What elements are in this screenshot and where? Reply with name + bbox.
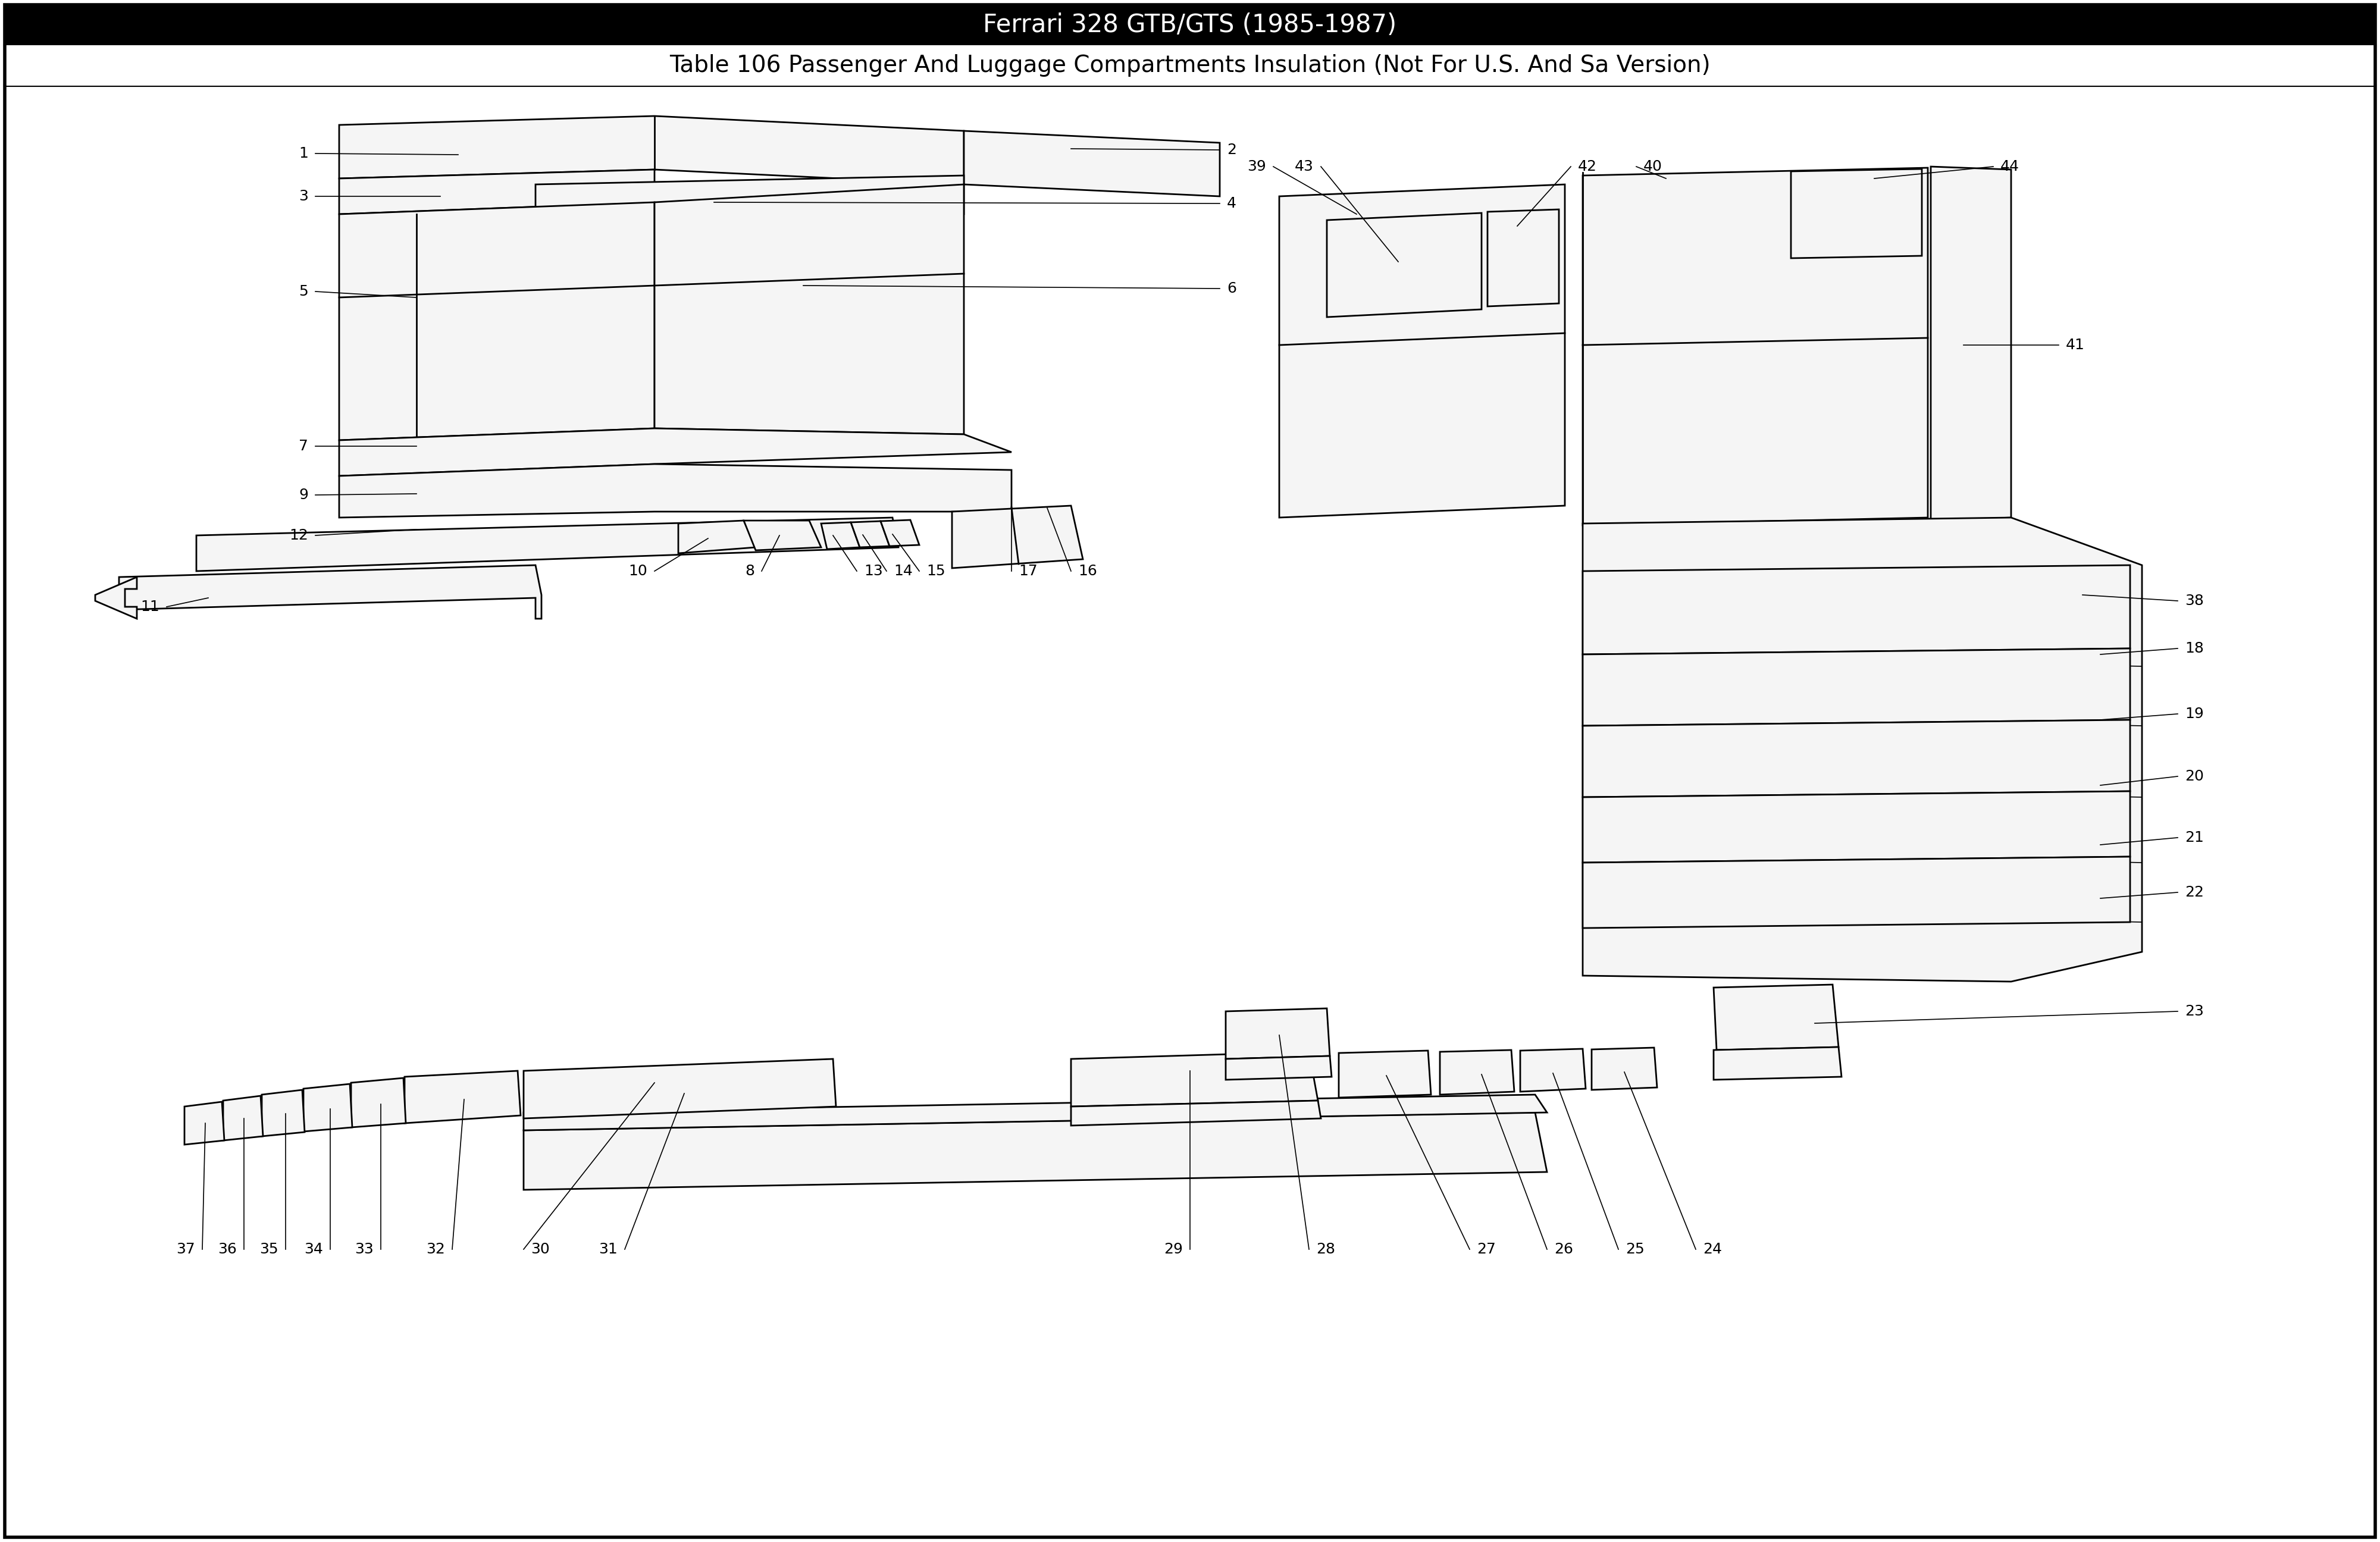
Polygon shape — [852, 521, 890, 547]
Polygon shape — [224, 1096, 262, 1141]
Text: 11: 11 — [140, 600, 159, 614]
Text: 28: 28 — [1316, 1243, 1335, 1257]
Text: 2: 2 — [1228, 143, 1238, 157]
Polygon shape — [654, 185, 964, 435]
Polygon shape — [1226, 1056, 1333, 1079]
Polygon shape — [305, 1084, 352, 1132]
Polygon shape — [1338, 1050, 1430, 1098]
Polygon shape — [1592, 1047, 1656, 1090]
Polygon shape — [524, 1112, 1547, 1190]
Text: 15: 15 — [926, 564, 945, 578]
Text: 38: 38 — [2185, 594, 2204, 608]
Polygon shape — [340, 202, 654, 439]
Text: 23: 23 — [2185, 1004, 2204, 1018]
Polygon shape — [536, 176, 964, 227]
Text: 36: 36 — [219, 1243, 238, 1257]
Text: Table 106 Passenger And Luggage Compartments Insulation (Not For U.S. And Sa Ver: Table 106 Passenger And Luggage Compartm… — [669, 54, 1711, 77]
Polygon shape — [340, 464, 1012, 518]
Polygon shape — [1071, 1052, 1319, 1107]
Polygon shape — [340, 429, 1012, 476]
Polygon shape — [1521, 1049, 1585, 1092]
Text: 33: 33 — [355, 1243, 374, 1257]
Polygon shape — [881, 520, 919, 546]
Polygon shape — [1280, 185, 1566, 518]
Polygon shape — [1583, 649, 2130, 726]
Text: 14: 14 — [895, 564, 912, 578]
Text: 35: 35 — [259, 1243, 278, 1257]
Text: 42: 42 — [1578, 159, 1597, 174]
Polygon shape — [1930, 167, 2011, 521]
Polygon shape — [524, 1095, 1547, 1130]
Text: 19: 19 — [2185, 706, 2204, 722]
Text: 43: 43 — [1295, 159, 1314, 174]
Polygon shape — [743, 521, 821, 550]
Polygon shape — [1583, 720, 2130, 797]
Polygon shape — [340, 170, 654, 214]
Text: 24: 24 — [1704, 1243, 1723, 1257]
Polygon shape — [1071, 1101, 1321, 1126]
Polygon shape — [1583, 168, 1928, 526]
Text: 30: 30 — [531, 1243, 550, 1257]
Polygon shape — [1328, 213, 1480, 318]
Polygon shape — [352, 1078, 405, 1127]
Text: 17: 17 — [1019, 564, 1038, 578]
Text: 21: 21 — [2185, 831, 2204, 845]
Text: 12: 12 — [290, 529, 309, 543]
Polygon shape — [1792, 170, 1923, 258]
Polygon shape — [119, 566, 543, 618]
Text: 9: 9 — [300, 487, 309, 503]
Text: 31: 31 — [600, 1243, 619, 1257]
Text: 32: 32 — [426, 1243, 445, 1257]
Text: 10: 10 — [628, 564, 647, 578]
Text: 4: 4 — [1228, 196, 1238, 211]
Polygon shape — [262, 1090, 305, 1136]
Polygon shape — [952, 506, 1083, 567]
Polygon shape — [95, 577, 138, 618]
Bar — [5, 45, 2375, 86]
Text: 20: 20 — [2185, 769, 2204, 783]
Text: 16: 16 — [1078, 564, 1097, 578]
Bar — [5, 5, 2375, 45]
Text: 5: 5 — [300, 284, 309, 299]
Text: 29: 29 — [1164, 1243, 1183, 1257]
Polygon shape — [1714, 985, 1837, 1050]
Polygon shape — [405, 1070, 521, 1123]
Polygon shape — [195, 518, 900, 571]
Text: 1: 1 — [300, 146, 309, 160]
Polygon shape — [1583, 518, 2142, 982]
Polygon shape — [1583, 791, 2130, 862]
Text: 8: 8 — [745, 564, 754, 578]
Text: 3: 3 — [300, 190, 309, 204]
Polygon shape — [524, 1059, 835, 1118]
Text: 26: 26 — [1554, 1243, 1573, 1257]
Text: 40: 40 — [1642, 159, 1661, 174]
Text: 6: 6 — [1228, 281, 1238, 296]
Text: 18: 18 — [2185, 641, 2204, 655]
Polygon shape — [1440, 1050, 1514, 1095]
Polygon shape — [186, 1103, 224, 1144]
Polygon shape — [1714, 1047, 1842, 1079]
Text: 34: 34 — [305, 1243, 324, 1257]
Polygon shape — [821, 523, 859, 549]
Text: 25: 25 — [1626, 1243, 1645, 1257]
Polygon shape — [1226, 1008, 1330, 1059]
Polygon shape — [1583, 566, 2130, 654]
Text: 13: 13 — [864, 564, 883, 578]
Text: 37: 37 — [176, 1243, 195, 1257]
Polygon shape — [1583, 857, 2130, 928]
Text: 7: 7 — [300, 439, 309, 453]
Polygon shape — [1488, 210, 1559, 307]
Text: 22: 22 — [2185, 885, 2204, 899]
Polygon shape — [678, 521, 757, 554]
Polygon shape — [964, 131, 1219, 196]
Text: 27: 27 — [1476, 1243, 1495, 1257]
Text: 44: 44 — [1999, 159, 2018, 174]
Text: 41: 41 — [2066, 338, 2085, 352]
Text: Ferrari 328 GTB/GTS (1985-1987): Ferrari 328 GTB/GTS (1985-1987) — [983, 12, 1397, 37]
Text: 39: 39 — [1247, 159, 1266, 174]
Polygon shape — [340, 116, 964, 185]
